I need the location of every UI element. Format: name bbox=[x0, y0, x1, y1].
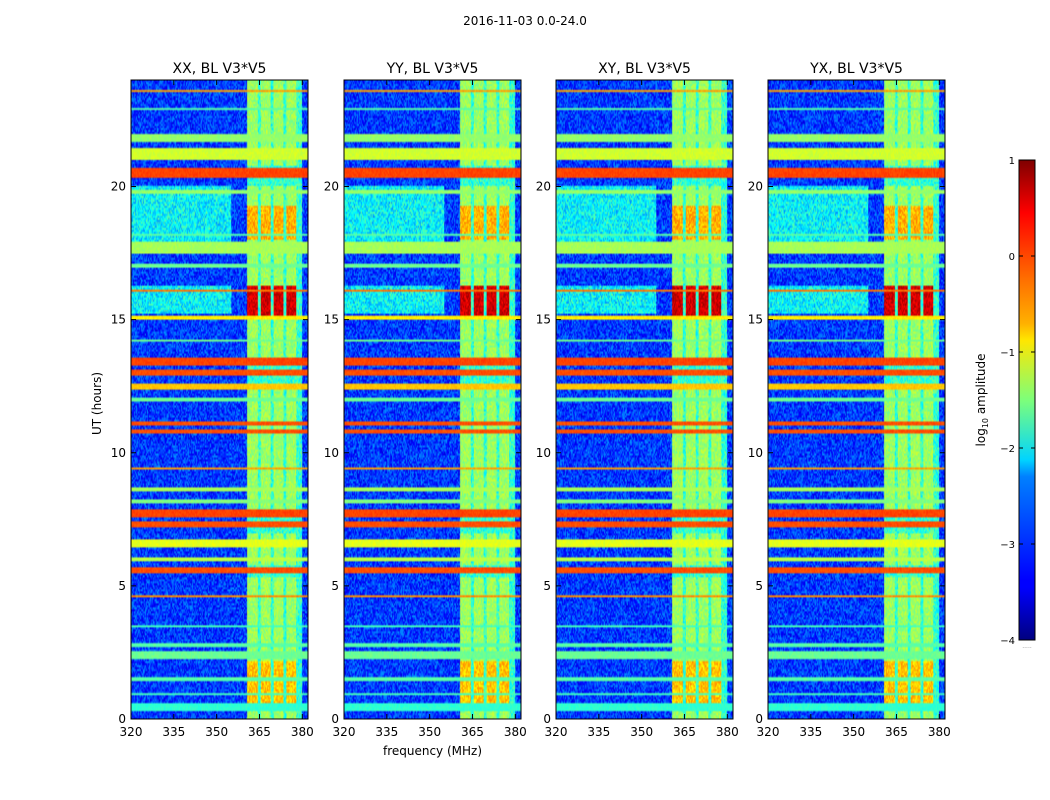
heatmap-image bbox=[556, 80, 733, 719]
y-tick-label: 5 bbox=[331, 579, 339, 593]
y-tick-label: 15 bbox=[111, 313, 126, 327]
y-axis-label: UT (hours) bbox=[90, 372, 104, 435]
y-tick-label: 10 bbox=[536, 446, 551, 460]
y-tick-label: 0 bbox=[543, 712, 551, 726]
panel-4: YX, BL V3*V5 320 335 350 365 380 0 5 10 15 20 bbox=[748, 61, 951, 739]
panel-title: XY, BL V3*V5 bbox=[598, 61, 691, 77]
plot-frame bbox=[767, 79, 946, 720]
colorbar-tick-label: −1 bbox=[1000, 348, 1015, 359]
colorbar-tick-label: −4 bbox=[1000, 636, 1015, 647]
x-tick-label: 365 bbox=[885, 725, 908, 739]
x-tick-label: 335 bbox=[799, 725, 822, 739]
heatmap-image bbox=[131, 80, 308, 719]
heatmap-image bbox=[768, 80, 945, 719]
colorbar-tick-label: 1 bbox=[1009, 156, 1015, 167]
x-tick-label: 380 bbox=[504, 725, 527, 739]
y-tick-label: 20 bbox=[748, 180, 763, 194]
colorbar-note: ..... bbox=[1022, 643, 1032, 650]
panel-title: YX, BL V3*V5 bbox=[809, 61, 903, 77]
x-tick-label: 365 bbox=[673, 725, 696, 739]
x-tick-label: 335 bbox=[375, 725, 398, 739]
x-axis-label: frequency (MHz) bbox=[383, 744, 482, 758]
y-tick-label: 0 bbox=[118, 712, 126, 726]
y-tick-label: 10 bbox=[111, 446, 126, 460]
heatmap-image bbox=[344, 80, 521, 719]
x-tick-label: 380 bbox=[716, 725, 739, 739]
y-tick-label: 0 bbox=[331, 712, 339, 726]
x-tick-label: 320 bbox=[545, 725, 568, 739]
y-tick-label: 10 bbox=[748, 446, 763, 460]
x-tick-label: 320 bbox=[120, 725, 143, 739]
panel-2: YY, BL V3*V5 320 335 350 365 380 0 5 10 15 20 frequ… bbox=[324, 61, 527, 758]
colorbar-label: log10 amplitude bbox=[974, 354, 990, 447]
x-tick-label: 350 bbox=[842, 725, 865, 739]
y-tick-label: 0 bbox=[755, 712, 763, 726]
y-tick-label: 20 bbox=[111, 180, 126, 194]
x-tick-label: 320 bbox=[757, 725, 780, 739]
y-tick-label: 20 bbox=[324, 180, 339, 194]
plot-frame bbox=[130, 79, 309, 720]
x-tick-label: 350 bbox=[630, 725, 653, 739]
colorbar-tick-label: −3 bbox=[1000, 540, 1015, 551]
x-tick-label: 365 bbox=[248, 725, 271, 739]
x-tick-label: 335 bbox=[587, 725, 610, 739]
panel-title: YY, BL V3*V5 bbox=[386, 61, 479, 77]
x-tick-label: 380 bbox=[928, 725, 951, 739]
figure-suptitle: 2016-11-03 0.0-24.0 bbox=[463, 14, 587, 28]
colorbar-tick-label: −2 bbox=[1000, 444, 1015, 455]
y-tick-label: 5 bbox=[755, 579, 763, 593]
x-tick-label: 350 bbox=[205, 725, 228, 739]
panel-3: XY, BL V3*V5 320 335 350 365 380 0 5 10 15 20 bbox=[536, 61, 739, 739]
y-tick-label: 20 bbox=[536, 180, 551, 194]
panels-group: XX, BL V3*V5 320 335 350 365 380 0 5 10 15 20 UT (h… bbox=[90, 61, 951, 758]
plot-frame bbox=[343, 79, 522, 720]
colorbar: 1 0 −1 −2 −3 −4 log10 amplitude..... bbox=[974, 156, 1036, 650]
x-tick-label: 335 bbox=[162, 725, 185, 739]
y-tick-label: 15 bbox=[536, 313, 551, 327]
y-tick-label: 10 bbox=[324, 446, 339, 460]
x-tick-label: 380 bbox=[291, 725, 314, 739]
y-tick-label: 15 bbox=[748, 313, 763, 327]
x-tick-label: 350 bbox=[418, 725, 441, 739]
y-tick-label: 5 bbox=[543, 579, 551, 593]
y-tick-label: 15 bbox=[324, 313, 339, 327]
colorbar-gradient bbox=[1018, 159, 1036, 641]
y-tick-label: 5 bbox=[118, 579, 126, 593]
plot-frame bbox=[555, 79, 734, 720]
colorbar-tick-label: 0 bbox=[1009, 252, 1015, 263]
panel-title: XX, BL V3*V5 bbox=[173, 61, 267, 77]
x-tick-label: 365 bbox=[461, 725, 484, 739]
panel-1: XX, BL V3*V5 320 335 350 365 380 0 5 10 15 20 UT (h… bbox=[90, 61, 314, 739]
x-tick-label: 320 bbox=[333, 725, 356, 739]
